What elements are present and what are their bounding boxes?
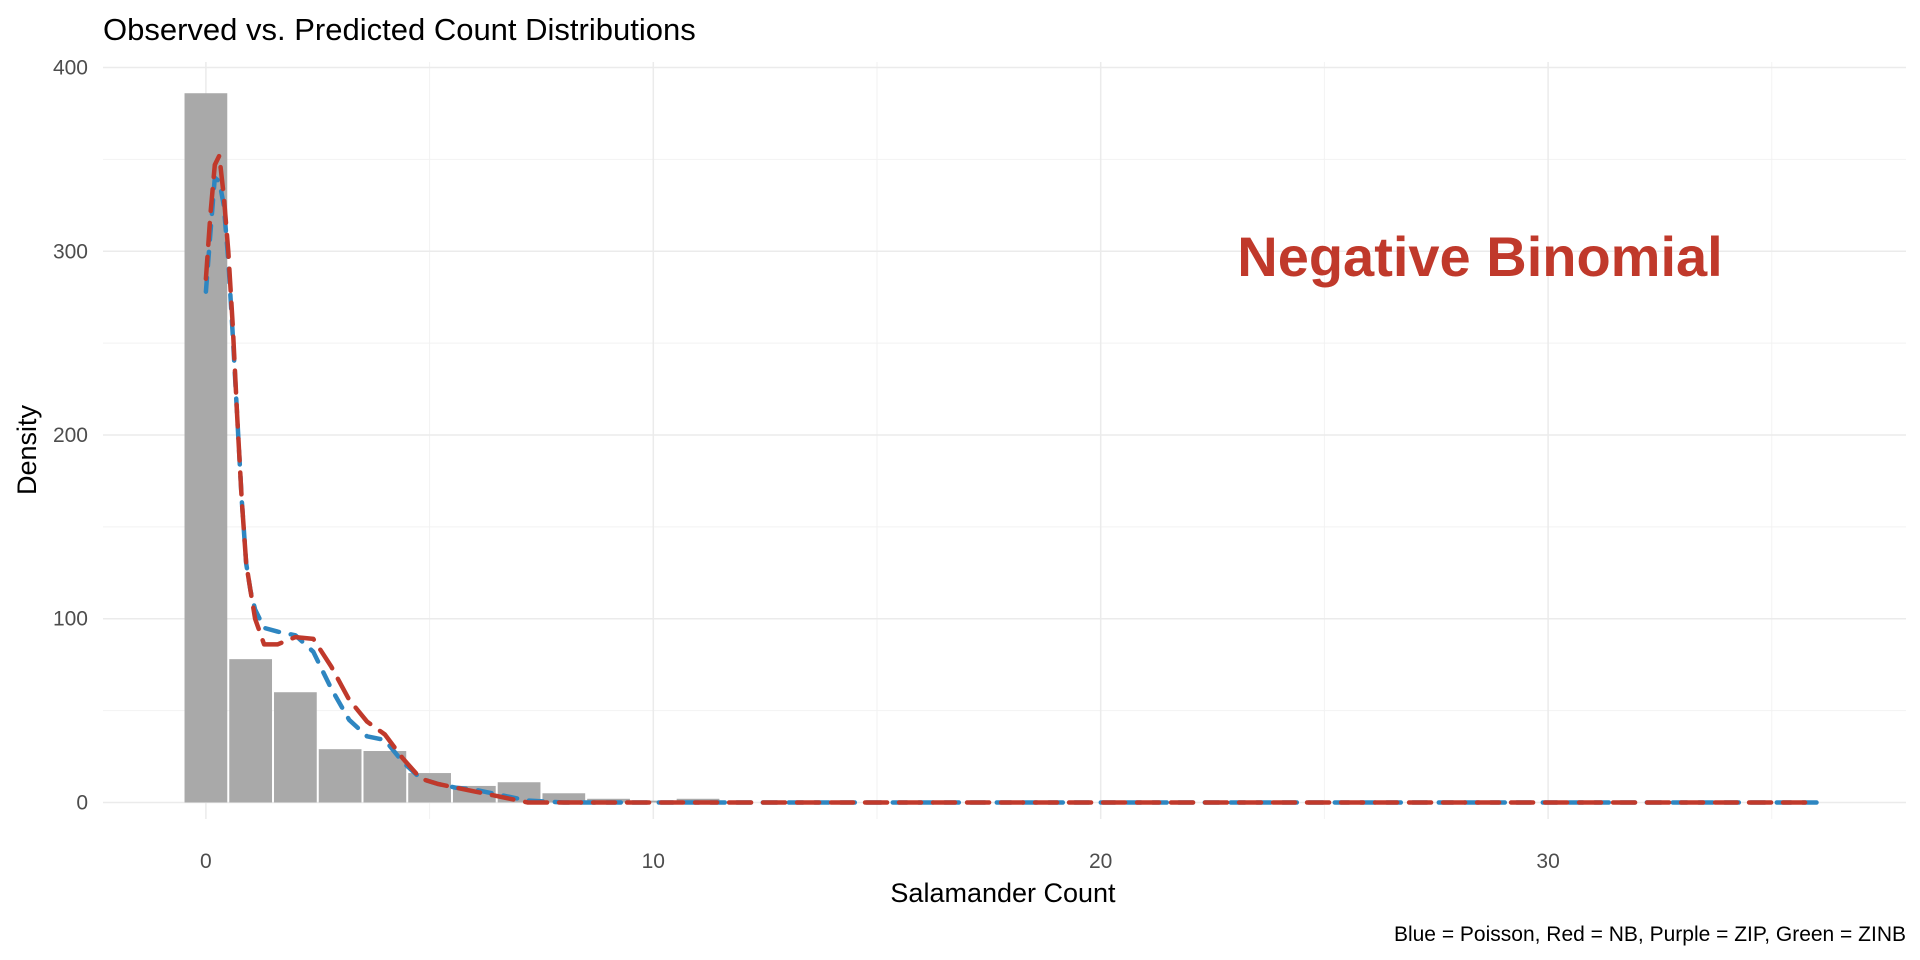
- chart-title: Observed vs. Predicted Count Distributio…: [103, 12, 696, 47]
- y-axis-label: Density: [12, 404, 42, 495]
- bar: [631, 800, 675, 803]
- y-tick-label: 400: [53, 57, 88, 80]
- annotation-label: Negative Binomial: [1237, 225, 1722, 288]
- grid: [103, 62, 1906, 819]
- bars: [184, 93, 720, 803]
- x-tick-label: 0: [200, 850, 212, 873]
- x-axis-label: Salamander Count: [890, 878, 1116, 908]
- x-tick-label: 10: [642, 850, 665, 873]
- series-lines: [203, 153, 1819, 805]
- series-line-nb: [203, 153, 1819, 805]
- caption: Blue = Poisson, Red = NB, Purple = ZIP, …: [1394, 923, 1906, 946]
- y-tick-label: 200: [53, 424, 88, 447]
- bar: [542, 793, 586, 803]
- bar: [184, 93, 228, 803]
- y-tick-label: 300: [53, 240, 88, 263]
- bar: [229, 659, 273, 803]
- bar: [274, 692, 317, 803]
- bar: [408, 773, 451, 803]
- y-tick-label: 100: [53, 608, 88, 631]
- bar: [363, 751, 407, 803]
- y-tick-label: 0: [76, 791, 88, 814]
- bar: [318, 749, 362, 803]
- series-line-poisson: [203, 175, 1819, 805]
- x-tick-label: 20: [1089, 850, 1112, 873]
- x-tick-label: 30: [1536, 850, 1559, 873]
